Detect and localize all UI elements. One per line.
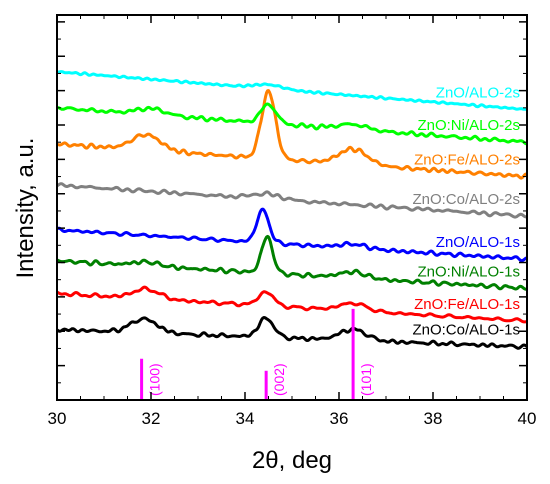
series-label: ZnO:Ni/ALO-2s bbox=[417, 117, 520, 134]
series-label: ZnO:Ni/ALO-1s bbox=[417, 263, 520, 280]
reference-label: (100) bbox=[147, 363, 163, 396]
reference-label: (002) bbox=[271, 363, 287, 396]
series-label: ZnO/ALO-2s bbox=[436, 85, 520, 102]
series-line bbox=[57, 182, 527, 219]
axes-group: 30 32 34 36 38 40 bbox=[48, 15, 537, 428]
x-tick-label: 40 bbox=[518, 409, 537, 428]
series-label: ZnO/ALO-1s bbox=[436, 234, 520, 251]
series-labels-group: ZnO:Co/ALO-1s ZnO:Fe/ALO-1s ZnO:Ni/ALO-1s Z… bbox=[412, 85, 520, 339]
x-tick-label: 32 bbox=[142, 409, 161, 428]
series-label: ZnO:Fe/ALO-2s bbox=[414, 152, 520, 169]
curves-group bbox=[57, 70, 527, 350]
x-axis-title: 2θ, deg bbox=[252, 447, 332, 474]
series-line bbox=[57, 70, 527, 111]
x-tick-label: 38 bbox=[424, 409, 443, 428]
series-line bbox=[57, 207, 527, 263]
x-tick-label: 34 bbox=[236, 409, 255, 428]
series-line bbox=[57, 316, 527, 350]
reference-label: (101) bbox=[358, 363, 374, 396]
series-line bbox=[57, 89, 527, 180]
series-label: ZnO:Co/ALO-2s bbox=[412, 191, 520, 208]
x-tick-label: 30 bbox=[48, 409, 67, 428]
reference-lines-group: (100) (002) (101) bbox=[140, 308, 374, 400]
x-tick-label: 36 bbox=[330, 409, 349, 428]
series-line bbox=[57, 285, 527, 324]
series-label: ZnO:Fe/ALO-1s bbox=[414, 296, 520, 313]
series-line bbox=[57, 102, 527, 146]
series-label: ZnO:Co/ALO-1s bbox=[412, 322, 520, 339]
y-axis-title: Intensity, a.u. bbox=[12, 138, 39, 279]
series-line bbox=[57, 234, 527, 291]
